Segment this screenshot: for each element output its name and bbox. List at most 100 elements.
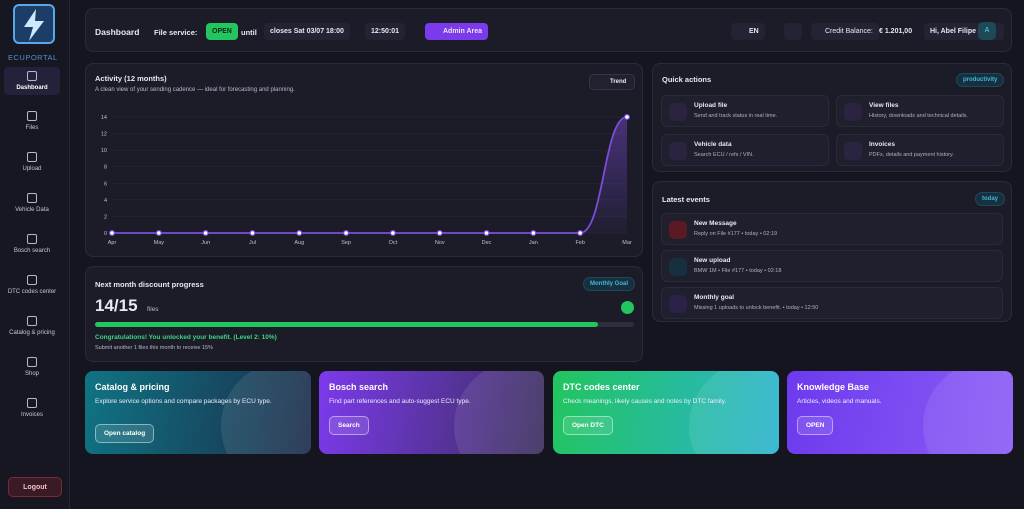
shortcut-card[interactable]: Bosch search Find part references and aut… [319, 371, 544, 454]
nav-item[interactable]: Shop [4, 357, 60, 377]
action-icon [844, 103, 862, 121]
action-desc: Send and track status in real time. [694, 113, 778, 119]
nav-label: DTC codes center [7, 289, 57, 295]
done-count: 14 [95, 296, 114, 315]
nav-item[interactable]: DTC codes center [4, 275, 60, 295]
card-desc: Articles, videos and manuals. [797, 398, 882, 405]
card-button[interactable]: Open DTC [563, 416, 613, 435]
nav-icon [27, 275, 37, 285]
activity-subtitle: A clean view of your sending cadence — i… [95, 87, 295, 93]
card-desc: Find part references and auto-suggest EC… [329, 398, 471, 405]
y-tick-label: 4 [104, 198, 107, 204]
x-tick-label: Jul [249, 240, 256, 246]
shortcut-card[interactable]: DTC codes center Check meanings, likely c… [553, 371, 779, 454]
logout-button[interactable]: Logout [8, 477, 62, 497]
logo-icon [13, 4, 55, 44]
quick-action[interactable]: Vehicle data Search ECU / refs / VIN. [661, 134, 829, 166]
event-item: New upload BMW 1M • File #177 • today • 0… [661, 250, 1003, 282]
event-title: Monthly goal [694, 294, 735, 301]
card-button[interactable]: Open catalog [95, 424, 155, 443]
progress-count: 1415 [95, 296, 138, 316]
y-tick-label: 0 [104, 231, 107, 237]
nav-label: Files [25, 125, 39, 131]
nav-icon [27, 152, 37, 162]
discount-panel: Next month discount progress Monthly Goa… [85, 266, 643, 362]
action-icon [669, 103, 687, 121]
x-tick-label: Feb [575, 240, 584, 246]
event-desc: BMW 1M • File #177 • today • 02:18 [694, 268, 782, 274]
y-tick-label: 10 [101, 148, 107, 154]
admin-button[interactable]: Admin Area [425, 23, 489, 40]
nav-item[interactable]: Catalog & pricing [4, 316, 60, 336]
activity-chart: 0 2 4 6 8 10 12 14 Apr May Jun Jul Aug Sep Oct Nov Dec Ja… [101, 113, 632, 246]
theme-toggle[interactable] [784, 23, 802, 40]
action-title: Upload file [694, 102, 728, 109]
x-tick-label: Dec [482, 240, 492, 246]
card-title: Catalog & pricing [95, 382, 170, 392]
shortcut-card[interactable]: Knowledge Base Articles, videos and manua… [787, 371, 1013, 454]
card-button[interactable]: OPEN [797, 416, 834, 435]
nav-item[interactable]: Vehicle Data [4, 193, 60, 213]
point [623, 113, 630, 120]
card-button[interactable]: Search [329, 416, 369, 435]
point [202, 230, 209, 237]
event-icon [669, 295, 687, 313]
nav-icon [27, 71, 37, 81]
nav-icon [27, 234, 37, 244]
point [436, 230, 443, 237]
action-title: Vehicle data [694, 141, 732, 148]
card-decoration [923, 371, 1013, 454]
page-title: Dashboard [95, 27, 140, 37]
x-tick-label: Sep [341, 240, 351, 246]
today-badge: today [975, 192, 1006, 206]
avatar: A [978, 22, 996, 40]
credit-value: € 1.201,00 [879, 28, 913, 35]
point [109, 230, 116, 237]
y-tick-label: 12 [101, 132, 107, 138]
point [296, 230, 303, 237]
nav-item[interactable]: Invoices [4, 398, 60, 418]
event-item: New Message Reply on File #177 • today • … [661, 213, 1003, 245]
unit: files [147, 306, 159, 313]
event-title: New Message [694, 220, 737, 227]
nav-icon [27, 357, 37, 367]
point [577, 230, 584, 237]
goal-badge: Monthly Goal [583, 277, 635, 291]
nav-icon [27, 111, 37, 121]
event-icon [669, 258, 687, 276]
shortcut-card[interactable]: Catalog & pricing Explore service options… [85, 371, 311, 454]
logo-text: ECUPORTAL [8, 53, 58, 62]
service-status: OPEN [206, 23, 238, 40]
event-item: Monthly goal Missing 1 uploads to unlock … [661, 287, 1003, 319]
card-decoration [689, 371, 779, 454]
point [483, 230, 490, 237]
sidebar: ECUPORTAL Dashboard Files Upload Vehicle Da… [0, 0, 70, 509]
card-title: Bosch search [329, 382, 389, 392]
check-icon [621, 301, 634, 314]
progress-track [95, 322, 634, 327]
quick-action[interactable]: Upload file Send and track status in real… [661, 95, 829, 127]
nav-item[interactable]: Files [4, 111, 60, 131]
nav-item[interactable]: Bosch search [4, 234, 60, 254]
trend-button[interactable]: Trend [589, 74, 636, 90]
point [155, 230, 162, 237]
area [112, 117, 627, 233]
nav-item[interactable]: Dashboard [4, 67, 60, 95]
event-icon [669, 221, 687, 239]
quick-action[interactable]: Invoices PDFs, details and payment histor… [836, 134, 1004, 166]
language-select[interactable]: EN [731, 23, 765, 40]
point [530, 230, 537, 237]
action-desc: Search ECU / refs / VIN. [694, 152, 754, 158]
point [389, 230, 396, 237]
nav-label: Bosch search [13, 248, 51, 254]
credit-label: Credit Balance: [811, 23, 879, 40]
quick-action[interactable]: View files History, downloads and technic… [836, 95, 1004, 127]
event-desc: Reply on File #177 • today • 02:19 [694, 231, 778, 237]
nav-item[interactable]: Upload [4, 152, 60, 172]
card-desc: Explore service options and compare pack… [95, 398, 272, 405]
card-decoration [221, 371, 311, 454]
x-tick-label: Aug [294, 240, 304, 246]
event-title: New upload [694, 257, 731, 264]
card-title: DTC codes center [563, 382, 640, 392]
